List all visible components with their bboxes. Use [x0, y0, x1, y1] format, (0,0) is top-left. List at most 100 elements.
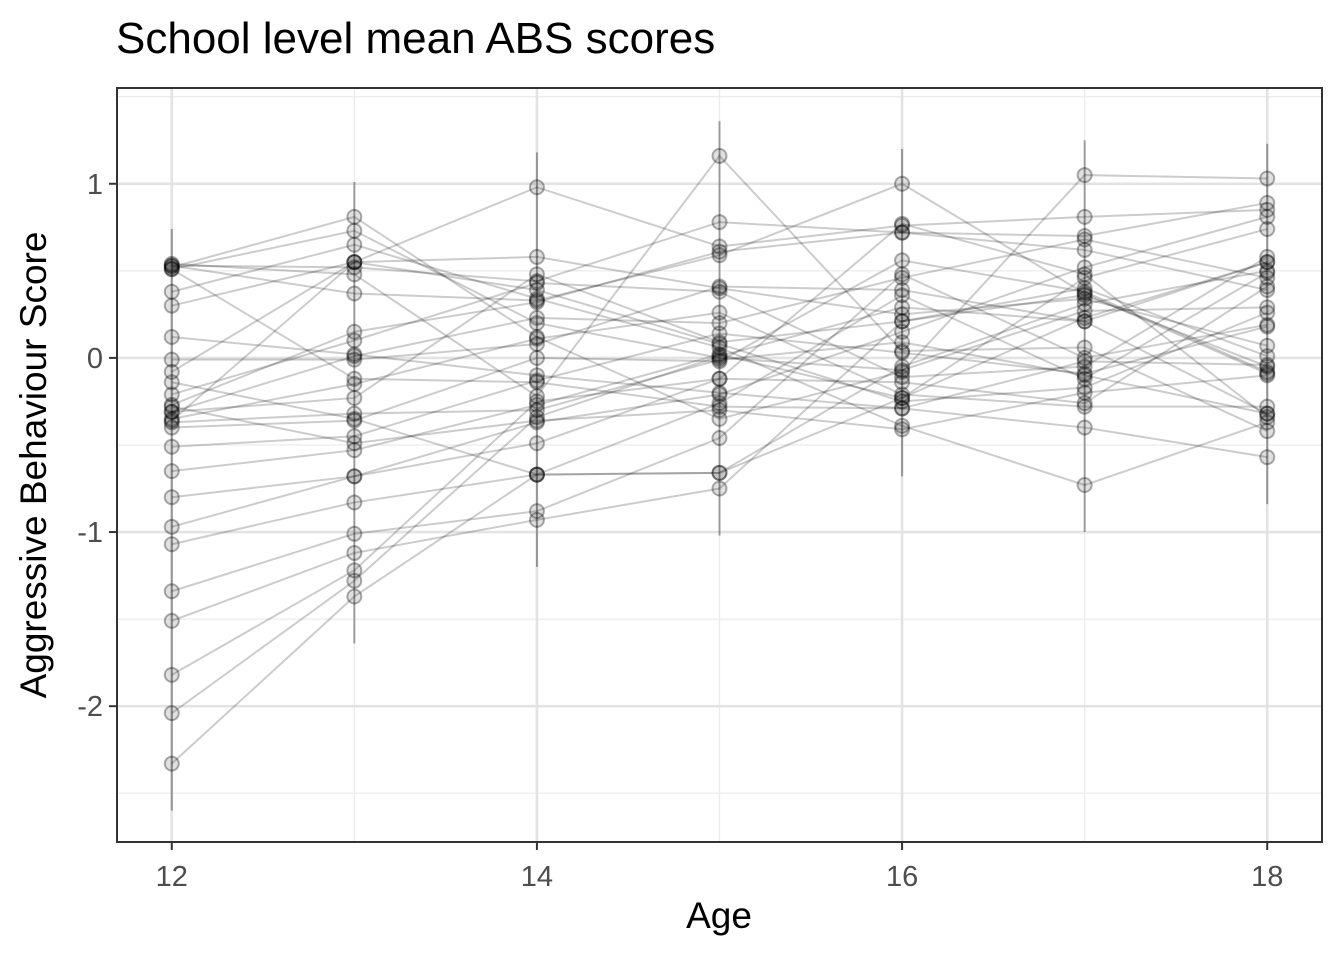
data-point [346, 351, 363, 368]
data-point [528, 466, 545, 483]
data-point [894, 363, 911, 380]
series-line-12 [171, 311, 1268, 420]
data-point [1259, 365, 1276, 382]
data-point [711, 278, 728, 295]
series-line-25 [171, 182, 1268, 375]
data-point [1076, 419, 1093, 436]
data-point [1076, 395, 1093, 412]
data-point [1259, 208, 1276, 225]
data-point [894, 175, 911, 192]
data-point [163, 403, 180, 420]
data-point [528, 275, 545, 292]
data-point [346, 572, 363, 589]
data-point [1259, 356, 1276, 373]
data-point [894, 369, 911, 386]
data-point [1259, 201, 1276, 218]
data-point [528, 294, 545, 311]
data-point [1076, 283, 1093, 300]
y-tick-label: 1 [87, 169, 103, 201]
data-point [1076, 349, 1093, 366]
data-point [894, 389, 911, 406]
data-point [346, 254, 363, 271]
data-point [1259, 398, 1276, 415]
data-point [346, 266, 363, 283]
data-point [346, 405, 363, 422]
data-point [894, 342, 911, 359]
data-point [163, 257, 180, 274]
data-point [346, 254, 363, 271]
x-tick-label: 16 [886, 861, 918, 893]
data-point [346, 346, 363, 363]
data-point [1076, 228, 1093, 245]
data-point [711, 430, 728, 447]
series-line-31 [171, 341, 1268, 424]
data-point [1259, 405, 1276, 422]
data-point [1259, 248, 1276, 265]
data-point [1076, 477, 1093, 494]
data-point [163, 403, 180, 420]
data-point [1259, 318, 1276, 335]
data-point [1076, 384, 1093, 401]
data-point [163, 489, 180, 506]
series-line-24 [171, 268, 1268, 410]
data-point [528, 335, 545, 352]
data-point [163, 612, 180, 629]
series-line-30 [171, 261, 1268, 422]
data-point [894, 421, 911, 438]
data-point [163, 386, 180, 403]
data-point [1259, 348, 1276, 365]
data-point [711, 247, 728, 264]
data-point [1076, 285, 1093, 302]
series-line-22 [171, 154, 1268, 432]
data-point [346, 412, 363, 429]
data-point [1259, 254, 1276, 271]
data-point [528, 466, 545, 483]
data-point [1259, 262, 1276, 279]
data-point [163, 705, 180, 722]
data-point [894, 281, 911, 298]
data-point [711, 339, 728, 356]
data-point [1259, 414, 1276, 431]
data-point [528, 372, 545, 389]
data-point [346, 428, 363, 445]
data-point [1076, 287, 1093, 304]
y-tick-label: -2 [77, 691, 103, 723]
data-point [1259, 170, 1276, 187]
data-point [711, 464, 728, 481]
series-line-23 [171, 174, 1268, 420]
series-line-20 [171, 229, 1268, 372]
data-point [528, 330, 545, 347]
data-point [346, 285, 363, 302]
data-point [711, 147, 728, 164]
data-point [528, 266, 545, 283]
data-point [528, 367, 545, 384]
data-point [528, 435, 545, 452]
data-point [711, 335, 728, 352]
data-point [711, 334, 728, 351]
data-point [163, 412, 180, 429]
series-line-21 [171, 201, 1268, 283]
data-point [346, 236, 363, 253]
data-point [346, 389, 363, 406]
data-point [711, 325, 728, 342]
data-point [1259, 194, 1276, 211]
data-point [163, 419, 180, 436]
data-point [711, 464, 728, 481]
data-point [528, 409, 545, 426]
data-point [894, 362, 911, 379]
data-point [894, 344, 911, 361]
data-point [163, 329, 180, 346]
data-point [346, 494, 363, 511]
panel-border [116, 87, 1323, 843]
data-point [528, 349, 545, 366]
data-point [711, 370, 728, 387]
data-point [1259, 423, 1276, 440]
data-point [1259, 221, 1276, 238]
data-point [894, 266, 911, 283]
data-point [346, 588, 363, 605]
data-point [346, 254, 363, 271]
data-point [346, 370, 363, 387]
series-line-1 [171, 261, 1268, 765]
data-point [1076, 167, 1093, 184]
